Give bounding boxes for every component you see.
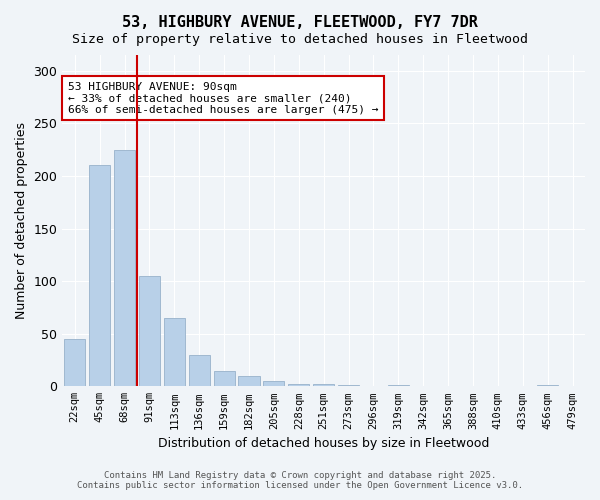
X-axis label: Distribution of detached houses by size in Fleetwood: Distribution of detached houses by size … [158, 437, 490, 450]
Y-axis label: Number of detached properties: Number of detached properties [15, 122, 28, 319]
Bar [313, 384, 334, 386]
Bar [288, 384, 310, 386]
Text: 53 HIGHBURY AVENUE: 90sqm
← 33% of detached houses are smaller (240)
66% of semi: 53 HIGHBURY AVENUE: 90sqm ← 33% of detac… [68, 82, 378, 114]
Text: Size of property relative to detached houses in Fleetwood: Size of property relative to detached ho… [72, 32, 528, 46]
Bar [89, 166, 110, 386]
Bar [164, 318, 185, 386]
Bar [139, 276, 160, 386]
Bar [238, 376, 260, 386]
Bar [188, 355, 210, 386]
Bar [214, 370, 235, 386]
Bar [263, 381, 284, 386]
Text: 53, HIGHBURY AVENUE, FLEETWOOD, FY7 7DR: 53, HIGHBURY AVENUE, FLEETWOOD, FY7 7DR [122, 15, 478, 30]
Text: Contains HM Land Registry data © Crown copyright and database right 2025.
Contai: Contains HM Land Registry data © Crown c… [77, 470, 523, 490]
Bar [114, 150, 135, 386]
Bar [64, 339, 85, 386]
